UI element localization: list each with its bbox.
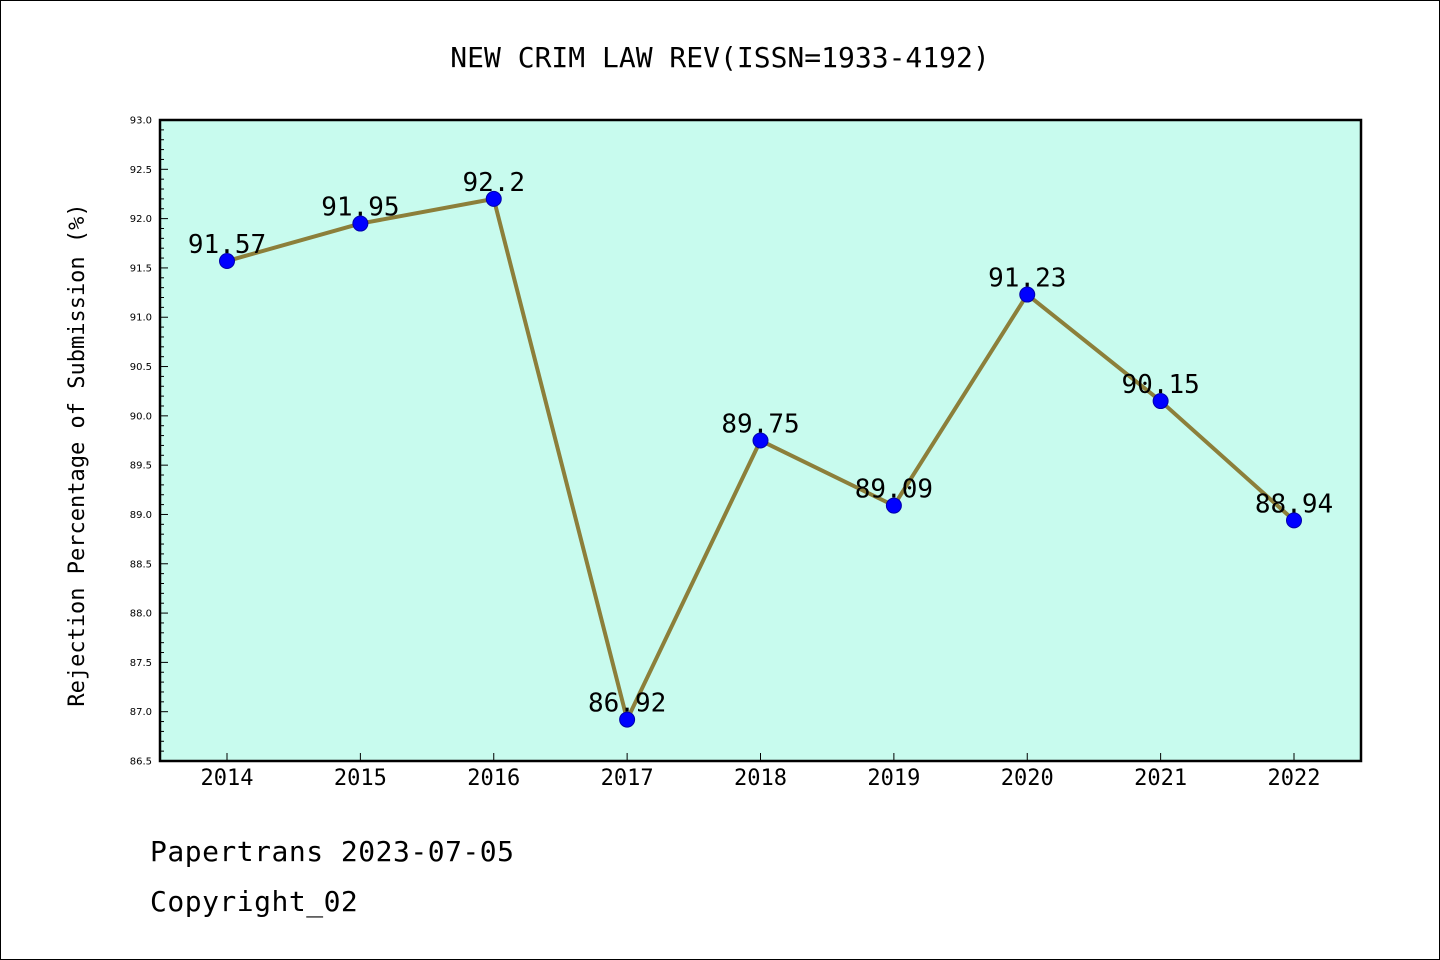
- x-tick-label: 2016: [467, 766, 520, 791]
- y-tick-label: 93.0: [130, 116, 152, 127]
- data-point: [352, 215, 369, 232]
- x-tick-label: 2014: [201, 766, 254, 791]
- data-label: 91.95: [321, 193, 399, 223]
- y-tick-label: 92.5: [130, 165, 152, 176]
- y-tick-label: 89.0: [130, 510, 152, 521]
- data-point: [485, 190, 502, 207]
- x-tick-label: 2022: [1268, 766, 1321, 791]
- x-tick-label: 2015: [334, 766, 387, 791]
- data-point: [885, 497, 902, 514]
- y-tick-label: 86.5: [130, 757, 152, 768]
- series-layer: [219, 190, 1302, 728]
- y-tick-label: 91.0: [130, 313, 152, 324]
- data-point: [619, 711, 636, 728]
- data-label: 90.15: [1121, 370, 1199, 400]
- y-tick-label: 87.0: [130, 707, 152, 718]
- data-label: 86.92: [588, 689, 666, 719]
- y-tick-label: 92.0: [130, 214, 152, 225]
- x-tick-label: 2017: [601, 766, 654, 791]
- data-point: [1152, 393, 1169, 410]
- footer-date-line: Papertrans 2023-07-05: [150, 835, 515, 868]
- y-tick-label: 90.0: [130, 411, 152, 422]
- x-tick-label: 2021: [1134, 766, 1187, 791]
- x-tick-label: 2019: [867, 766, 920, 791]
- data-label: 91.23: [988, 264, 1066, 294]
- footer-copyright-line: Copyright_02: [150, 885, 359, 918]
- data-label: 92.2: [462, 168, 525, 198]
- data-label: 88.94: [1255, 489, 1333, 519]
- data-point: [219, 253, 235, 270]
- data-label: 91.57: [188, 230, 266, 260]
- chart-title: NEW CRIM LAW REV(ISSN=1933-4192): [450, 41, 989, 74]
- data-point: [1286, 512, 1302, 529]
- data-label-layer: 91.57 91.95 92.2 86.92 89.75 89.09 91.23 90.15 8…: [188, 168, 1333, 719]
- data-point: [1019, 286, 1036, 303]
- y-tick-label: 87.5: [130, 658, 152, 669]
- y-tick-label: 91.5: [130, 263, 152, 274]
- x-tick-label: 2020: [1001, 766, 1054, 791]
- data-point: [752, 432, 769, 449]
- y-tick-label: 90.5: [130, 362, 152, 373]
- y-axis-label: Rejection Percentage of Submission (%): [65, 203, 90, 706]
- y-axis-ticks: 86.5 87.0 87.5 88.0 88.5 89.0 89.5 90.0 90.5 91.0…: [130, 116, 168, 768]
- y-tick-label: 88.5: [130, 559, 152, 570]
- data-label: 89.75: [721, 410, 799, 440]
- x-tick-label: 2018: [734, 766, 787, 791]
- data-label: 89.09: [855, 475, 933, 505]
- y-tick-label: 88.0: [130, 609, 152, 620]
- y-tick-label: 89.5: [130, 461, 152, 472]
- x-axis-ticks: 2014 2015 2016 2017 2018 2019 2020 2021 2022: [201, 753, 1321, 791]
